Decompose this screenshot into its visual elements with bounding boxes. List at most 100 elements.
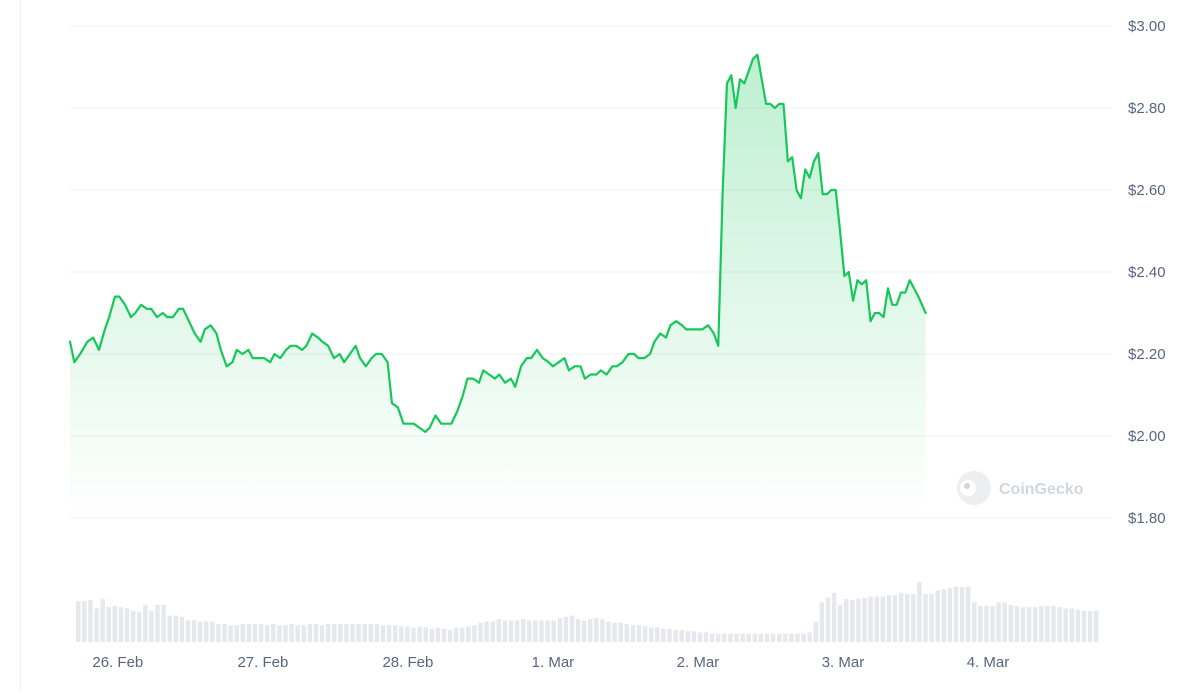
volume-bar [295,625,300,642]
volume-bar [399,626,404,642]
volume-bar [82,601,87,642]
volume-bar [191,620,197,642]
volume-bar [411,627,416,642]
volume-bar [289,624,294,642]
volume-bar [612,622,617,642]
volume-bar [746,633,751,642]
x-tick-label: 28. Feb [382,654,433,671]
volume-bar [856,598,861,642]
price-area [70,54,926,518]
volume-bar [313,624,319,642]
volume-bar [795,633,800,642]
volume-bar [228,625,233,642]
y-tick-label: $2.00 [1128,428,1166,445]
volume-bar [76,601,81,642]
volume-bar [575,619,581,642]
x-tick-label: 3. Mar [822,654,865,671]
volume-bar [990,606,995,642]
y-tick-label: $2.40 [1128,264,1166,281]
volume-bar [1045,606,1050,642]
volume-bar [283,625,288,642]
volume-bar [1020,607,1026,642]
volume-bar [277,625,282,642]
volume-bar [490,621,495,642]
volume-bar [271,624,276,642]
volume-bar [716,633,721,642]
volume-bar [252,624,258,642]
volume-bar [996,602,1001,642]
volume-bar [886,595,892,642]
volume-bar [356,624,361,642]
volume-bar [581,620,587,642]
volume-bar [520,619,526,642]
volume-bar [1093,610,1099,642]
volume-bar [1069,608,1075,642]
volume-bar [563,616,569,642]
volume-bar [118,607,124,642]
volume-bar [143,604,148,642]
volume-bar [167,615,172,642]
volume-bar [484,621,489,642]
volume-bar [130,610,136,642]
x-tick-label: 27. Feb [237,654,288,671]
volume-bar [722,633,727,642]
volume-bar [874,596,879,642]
volume-bar [1051,606,1056,642]
volume-bar [551,620,556,642]
volume-bar [709,633,715,642]
volume-bar [850,600,855,642]
y-tick-label: $1.80 [1128,510,1166,527]
volume-bar [923,594,928,642]
price-line [68,53,927,433]
volume-bar [1081,610,1087,642]
volume-bar [728,633,733,642]
volume-bar [813,621,819,642]
volume-bar [472,625,477,642]
volume-bar [892,595,898,642]
volume-bar [161,604,166,642]
volume-bar [94,608,99,642]
x-tick-label: 26. Feb [92,654,143,671]
volume-bar [880,596,886,642]
volume-bar [935,590,940,642]
volume-bar [539,620,544,642]
volume-bar [667,628,672,642]
gecko-logo-icon-eye [964,483,970,489]
volume-bar [624,624,630,642]
volume-bar [460,627,465,642]
volume-bar [789,633,794,642]
volume-bar [655,627,660,642]
volume-bar [240,624,246,642]
y-tick-label: $3.00 [1128,18,1166,35]
volume-bar [1014,606,1020,642]
volume-bar [527,620,532,642]
volume-bar [978,606,983,642]
volume-bar [246,624,252,642]
volume-bar [234,625,239,642]
volume-bar [264,625,270,642]
volume-bar [185,620,191,642]
volume-bar [106,607,111,642]
coingecko-watermark: CoinGecko [957,471,1084,505]
volume-bar [929,594,934,642]
volume-bar [392,625,398,642]
x-axis-labels: 26. Feb 27. Feb 28. Feb 1. Mar 2. Mar 3. Mar 4… [92,654,1009,671]
volume-bar [136,612,142,642]
volume-bar [557,618,563,642]
volume-bar [496,619,502,642]
volume-bar [1075,609,1081,642]
volume-bar [1039,606,1044,642]
volume-bar [837,604,843,642]
volume-bar [222,624,227,642]
volume-bar [447,630,453,642]
volume-bar [338,624,343,642]
volume-bar [453,627,459,642]
volume-bar [325,624,331,642]
volume-bar [112,606,118,642]
volume-bar [685,631,691,642]
volume-bar [959,586,965,642]
volume-bar [319,625,325,642]
volume-bar [429,628,435,642]
volume-bar [508,620,514,642]
